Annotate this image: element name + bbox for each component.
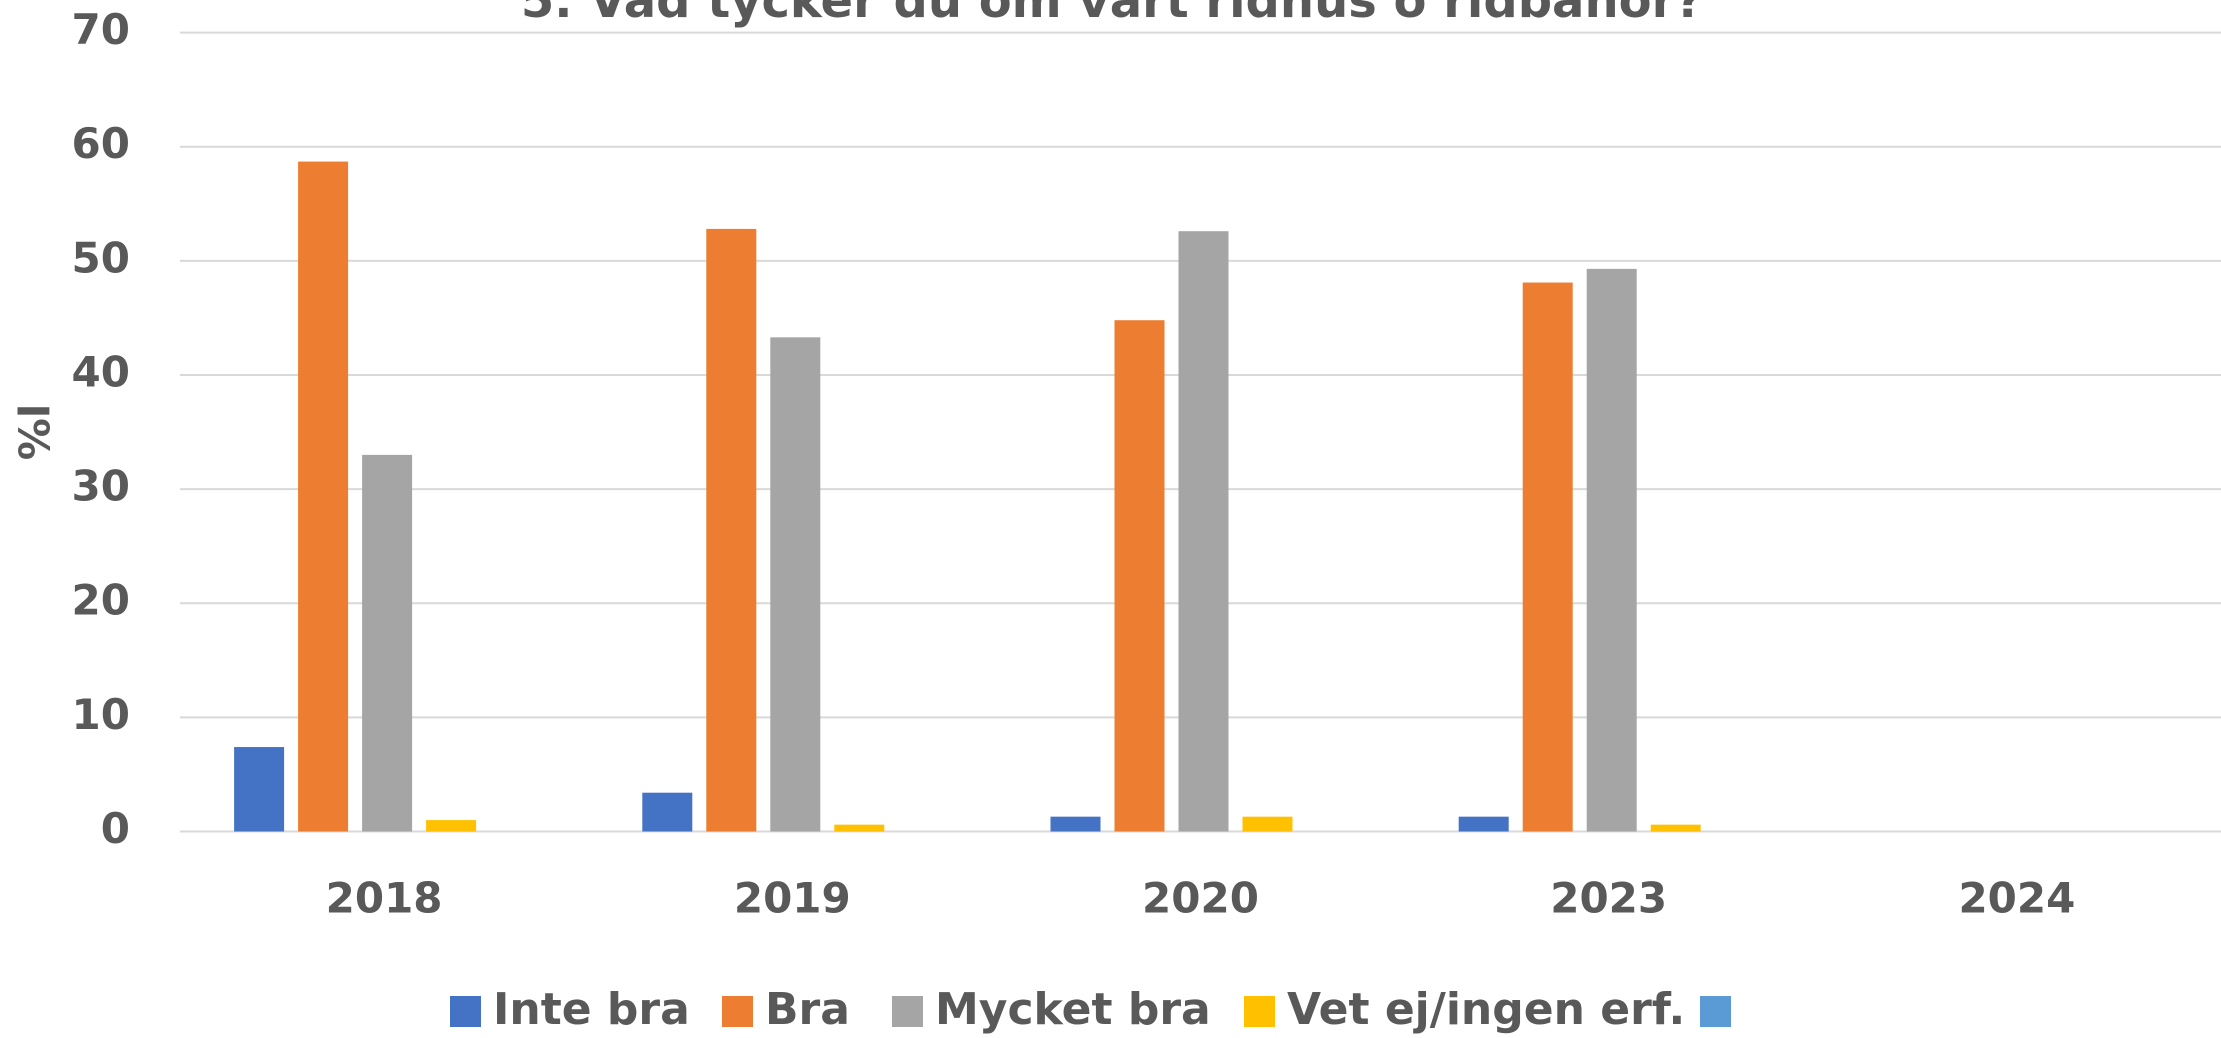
bar — [1178, 231, 1229, 832]
y-tick-label: 50 — [72, 233, 130, 282]
bar — [706, 228, 757, 832]
legend-swatch — [450, 996, 481, 1027]
legend-swatch — [722, 996, 753, 1027]
legend-label: Inte bra — [493, 984, 690, 1035]
x-tick-label: 2019 — [734, 874, 851, 923]
bar — [1242, 816, 1293, 832]
legend-swatch — [1700, 996, 1731, 1027]
x-tick-label: 2020 — [1142, 874, 1259, 923]
bar — [1114, 320, 1165, 832]
x-tick-label: 2023 — [1550, 874, 1667, 923]
y-tick-label: 70 — [72, 5, 130, 54]
bar — [1522, 282, 1573, 832]
y-tick-label: 10 — [72, 690, 130, 739]
bar — [642, 792, 693, 832]
y-tick-label: 20 — [72, 576, 130, 625]
y-tick-label: 0 — [101, 804, 130, 853]
y-axis-title: %l — [11, 404, 60, 460]
bar — [834, 824, 885, 832]
bar — [362, 454, 413, 832]
bar — [1586, 268, 1637, 832]
y-tick-label: 30 — [72, 462, 130, 511]
x-tick-label: 2018 — [326, 874, 443, 923]
bar — [234, 747, 285, 832]
bar — [1650, 824, 1701, 832]
legend-swatch — [1244, 996, 1275, 1027]
bar — [1050, 816, 1101, 832]
x-tick-label: 2024 — [1958, 874, 2075, 923]
chart-title: 5. Vad tycker du om vårt ridhus o ridban… — [521, 0, 1703, 29]
legend-label: Bra — [765, 984, 850, 1035]
bar — [770, 337, 821, 832]
legend-label: Vet ej/ingen erf. — [1287, 984, 1685, 1035]
legend-swatch — [892, 996, 923, 1027]
y-tick-label: 40 — [72, 347, 130, 396]
y-tick-label: 60 — [72, 119, 130, 168]
bar — [298, 161, 349, 832]
bar — [426, 820, 477, 832]
legend-label: Mycket bra — [935, 984, 1211, 1035]
bar — [1458, 816, 1509, 832]
